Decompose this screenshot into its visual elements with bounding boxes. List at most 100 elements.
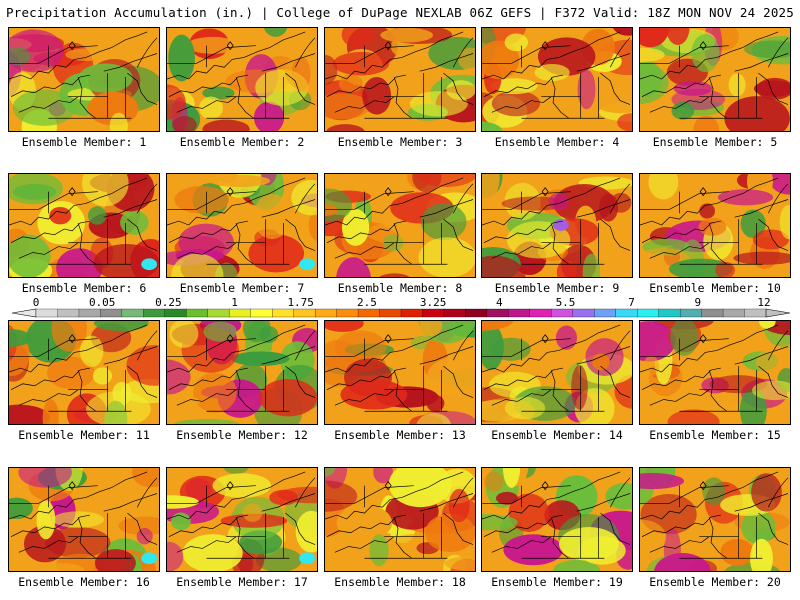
station-marker-icon	[699, 187, 707, 197]
colorbar-swatch	[486, 308, 509, 318]
precip-blob	[18, 468, 72, 488]
precip-field	[9, 321, 159, 424]
map-boundary-line	[325, 191, 414, 210]
precip-blob	[167, 359, 191, 396]
map-boundary-line	[443, 72, 474, 105]
precip-max-spot	[299, 552, 316, 565]
station-marker-icon	[384, 41, 392, 51]
precip-blob	[506, 221, 571, 259]
colorbar-tick-label: 1.75	[287, 296, 314, 309]
colorbar-tick-label: 2.5	[357, 296, 377, 309]
precip-blob	[388, 468, 452, 508]
map-boundary-line	[167, 45, 256, 64]
precip-blob	[553, 559, 601, 571]
precip-blob	[223, 468, 250, 475]
precip-blob	[605, 482, 632, 510]
map-boundary-line	[9, 471, 148, 520]
precip-blob	[425, 513, 475, 553]
map-boundary-line	[285, 512, 316, 545]
precip-blob	[752, 380, 790, 401]
station-marker-icon	[699, 41, 707, 51]
map-boundary-line	[649, 536, 710, 553]
map-boundary-line	[235, 76, 255, 119]
map-boundary-line	[758, 365, 789, 398]
precip-blob	[169, 321, 199, 348]
colorbar-swatch	[658, 308, 681, 318]
map-boundary-line	[393, 222, 413, 265]
map-boundary-line	[550, 369, 570, 412]
map-boundary-line	[325, 338, 414, 357]
precip-blob	[248, 234, 305, 273]
map-boundary-line	[708, 76, 728, 119]
ensemble-member-label: Ensemble Member: 8	[337, 281, 463, 295]
ensemble-member-label: Ensemble Member: 16	[18, 575, 150, 589]
station-marker-icon	[384, 481, 392, 491]
precip-blob	[325, 93, 371, 120]
precip-blob	[23, 525, 67, 563]
map-boundary-line	[168, 74, 248, 97]
map-boundary-line	[640, 338, 729, 357]
map-boundary-line	[641, 367, 721, 390]
colorbar-swatch	[722, 308, 745, 318]
precip-blob	[670, 321, 699, 356]
map-boundary-line	[9, 485, 98, 504]
precip-blob	[42, 399, 59, 424]
map-boundary-line	[167, 191, 256, 210]
precip-blob	[78, 63, 133, 93]
precip-blob	[259, 326, 279, 344]
precip-blob	[379, 273, 410, 277]
map-boundary-line	[325, 177, 464, 226]
map-boundary-line	[482, 177, 621, 226]
ensemble-map-16	[8, 467, 160, 572]
map-boundary-line	[641, 74, 721, 97]
map-boundary-line	[325, 471, 464, 520]
colorbar-swatch	[143, 308, 166, 318]
station-marker-icon	[699, 481, 707, 491]
map-boundary-line	[767, 330, 789, 361]
map-boundary-line	[103, 199, 158, 218]
map-boundary-line	[758, 72, 789, 105]
precip-field	[325, 321, 475, 424]
precip-blob	[182, 534, 243, 571]
colorbar-swatch	[443, 308, 466, 318]
map-boundary-line	[77, 222, 97, 265]
precip-blob	[325, 321, 364, 332]
precip-blob	[173, 418, 240, 424]
precip-blob	[83, 482, 101, 507]
precip-blob	[340, 379, 408, 410]
map-boundary-line	[482, 45, 571, 64]
map-boundary-line	[334, 242, 395, 259]
precip-blob	[380, 28, 434, 43]
precip-blob	[212, 473, 272, 498]
map-boundary-line	[419, 53, 474, 72]
precip-blob	[369, 534, 389, 567]
precip-blob	[47, 356, 95, 389]
precip-blob	[242, 503, 263, 522]
map-boundary-line	[640, 471, 779, 520]
map-boundary-line	[576, 346, 631, 365]
precip-blob	[12, 89, 76, 126]
ensemble-map-17	[166, 467, 318, 572]
model-run-info: 06Z GEFS | F372 Valid: 18Z MON NOV 24 20…	[469, 5, 794, 20]
station-marker-icon	[68, 41, 76, 51]
map-boundary-line	[9, 324, 148, 373]
precip-blob	[753, 80, 790, 97]
station-marker-icon	[68, 334, 76, 344]
precip-blob	[717, 189, 774, 206]
precip-blob	[733, 251, 790, 265]
precip-blob	[553, 184, 615, 223]
precip-blob	[171, 253, 224, 277]
precip-field	[325, 174, 475, 277]
map-boundary-line	[136, 477, 158, 508]
precip-blob	[338, 74, 363, 93]
map-boundary-line	[609, 477, 631, 508]
precip-field	[9, 468, 159, 571]
map-boundary-line	[482, 191, 571, 210]
ensemble-member-label: Ensemble Member: 3	[337, 135, 463, 149]
map-boundary-line	[136, 183, 158, 214]
precip-blob	[9, 328, 32, 347]
map-boundary-line	[491, 242, 552, 259]
map-boundary-line	[640, 31, 779, 80]
station-marker-icon	[541, 187, 549, 197]
precip-blob	[167, 394, 201, 410]
